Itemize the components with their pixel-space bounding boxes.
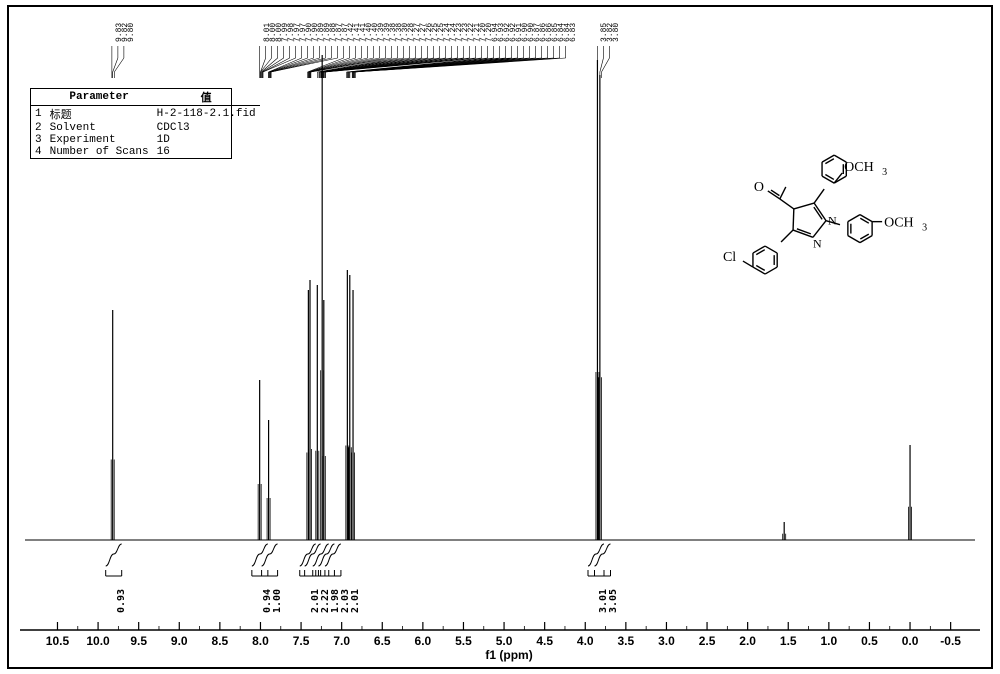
axis-tick-label: 6.0: [408, 634, 438, 648]
axis-labels: 10.5 10.0 9.5 9.0 8.5 8.0 7.5 7.0 6.5 6.0 5.5 5.0 4.…: [0, 0, 1000, 674]
axis-tick-label: 8.5: [205, 634, 235, 648]
axis-tick-label: -0.5: [936, 634, 966, 648]
axis-tick-label: 8.0: [245, 634, 275, 648]
axis-tick-label: 4.0: [570, 634, 600, 648]
axis-tick-label: 1.0: [814, 634, 844, 648]
axis-tick-label: 2.5: [692, 634, 722, 648]
axis-tick-label: 7.0: [327, 634, 357, 648]
axis-tick-label: 9.0: [164, 634, 194, 648]
axis-tick-label: 1.5: [773, 634, 803, 648]
axis-tick-label: 3.0: [651, 634, 681, 648]
axis-tick-label: 2.0: [733, 634, 763, 648]
axis-tick-label: 9.5: [124, 634, 154, 648]
axis-tick-label: 4.5: [530, 634, 560, 648]
axis-title: f1 (ppm): [474, 648, 544, 662]
axis-tick-label: 0.5: [854, 634, 884, 648]
figure-container: 9.839.829.808.018.008.007.997.987.977.97…: [0, 0, 1000, 674]
axis-tick-label: 10.5: [42, 634, 72, 648]
axis-tick-label: 7.5: [286, 634, 316, 648]
axis-tick-label: 10.0: [83, 634, 113, 648]
axis-tick-label: 6.5: [367, 634, 397, 648]
axis-tick-label: 0.0: [895, 634, 925, 648]
axis-tick-label: 5.0: [489, 634, 519, 648]
axis-tick-label: 3.5: [611, 634, 641, 648]
axis-tick-label: 5.5: [448, 634, 478, 648]
